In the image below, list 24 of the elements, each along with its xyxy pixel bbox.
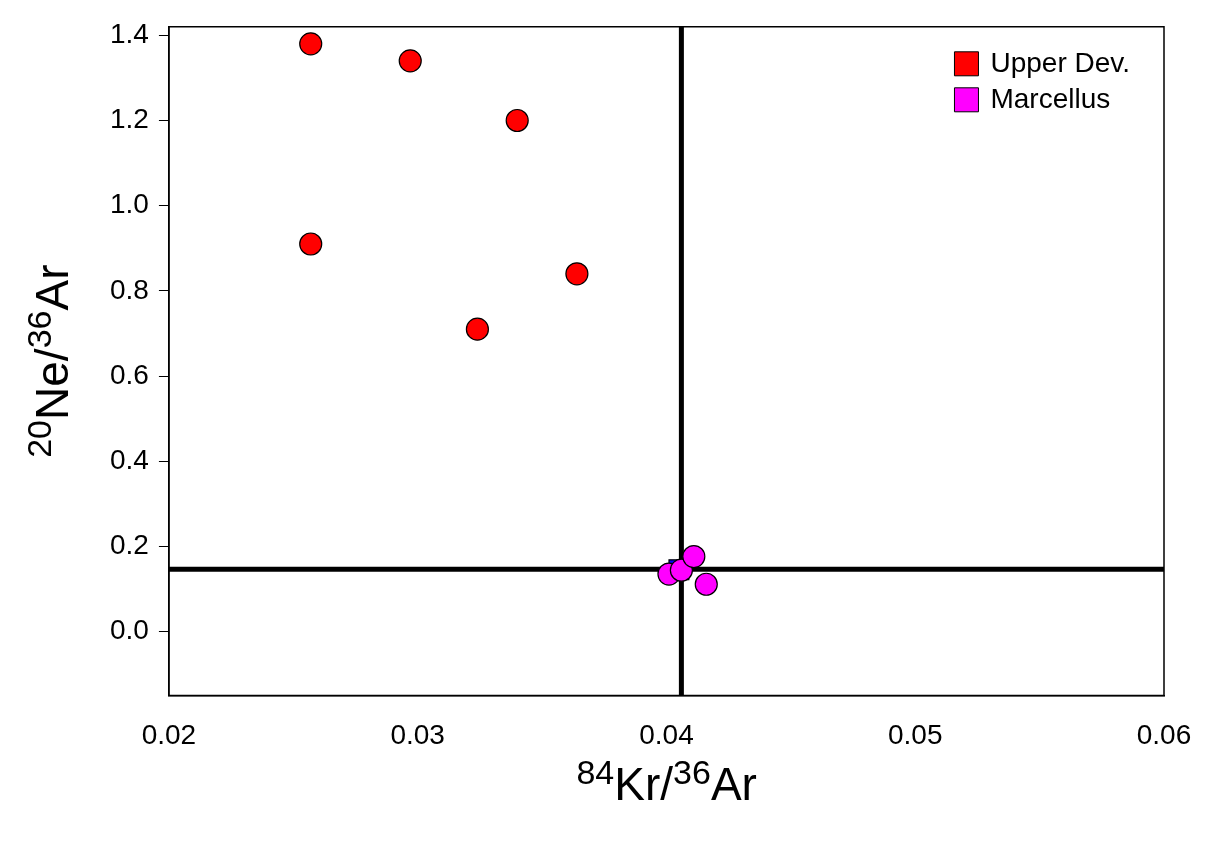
x-tick-label: 0.04 xyxy=(639,718,694,750)
x-tick-label: 0.06 xyxy=(1136,718,1192,750)
point xyxy=(299,232,323,256)
x-tick-label: 0.02 xyxy=(141,718,197,750)
y-tick-label: 1.0 xyxy=(109,188,149,220)
x-tick-label: 0.05 xyxy=(887,718,943,750)
point xyxy=(299,32,323,56)
point xyxy=(465,317,489,341)
point xyxy=(694,572,718,596)
legend-label: Upper Dev. xyxy=(990,46,1131,78)
y-tick-label: 0.6 xyxy=(109,358,149,390)
y-tick-label: 0.2 xyxy=(109,529,149,561)
y-tick-label: 0.0 xyxy=(109,614,149,646)
point xyxy=(565,262,589,286)
y-tick-label: 1.2 xyxy=(109,103,149,135)
y-tick-label: 1.4 xyxy=(109,18,149,50)
y-tick-label: 0.8 xyxy=(109,273,149,305)
y-tick-label: 0.4 xyxy=(109,443,149,475)
legend-label: Marcellus xyxy=(990,82,1111,114)
point xyxy=(682,544,706,569)
x-tick-label: 0.03 xyxy=(390,718,445,750)
point xyxy=(505,108,529,133)
x-axis-title: $^{84}$Kr/$^{36}$Ar xyxy=(576,753,757,812)
point xyxy=(398,49,422,73)
